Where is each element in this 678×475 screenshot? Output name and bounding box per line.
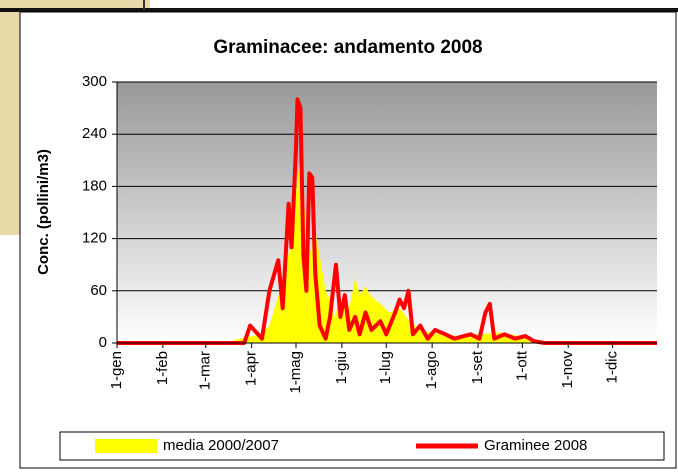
top-strip: [0, 8, 678, 12]
y-tick-label: 60: [90, 282, 107, 299]
plot-area: [117, 82, 657, 343]
y-tick-label: 300: [82, 73, 107, 90]
y-tick-label: 240: [82, 125, 107, 142]
screenshot: Graminacee: andamento 2008 Conc. (pollin…: [0, 0, 678, 470]
x-tick-label: 1-giu: [333, 351, 350, 384]
x-tick-label: 1-lug: [377, 351, 394, 384]
x-tick-label: 1-feb: [154, 351, 171, 385]
y-tick-label: 180: [82, 177, 107, 194]
y-tick-label: 120: [82, 230, 107, 247]
x-tick-label: 1-set: [469, 350, 486, 384]
y-tick-label: 0: [99, 334, 107, 351]
x-tick-label: 1-mar: [197, 351, 214, 390]
x-tick-label: 1-apr: [243, 351, 260, 386]
x-tick-label: 1-gen: [108, 351, 125, 389]
x-tick-label: 1-nov: [559, 351, 576, 389]
x-tick-label: 1-mag: [287, 351, 304, 394]
y-axis-label: Conc. (pollini/m3): [35, 149, 52, 275]
legend-label: media 2000/2007: [163, 437, 279, 454]
x-tick-label: 1-ott: [513, 350, 530, 381]
chart-title: Graminacee: andamento 2008: [213, 37, 482, 58]
frame-edge: [143, 0, 145, 10]
legend-swatch: [95, 439, 157, 453]
legend-label: Graminee 2008: [484, 437, 587, 454]
x-tick-label: 1-ago: [423, 351, 440, 389]
x-tick-label: 1-dic: [604, 351, 621, 384]
